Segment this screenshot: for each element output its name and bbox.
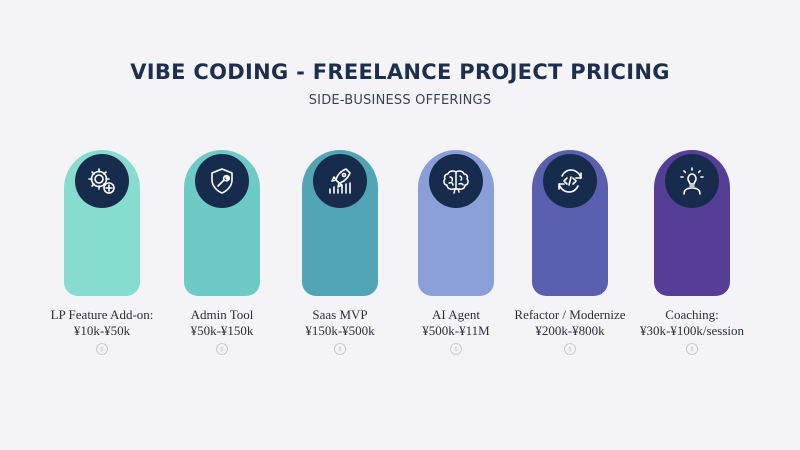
brain-icon [429,154,483,208]
gear-plus-icon [75,154,129,208]
coin-icon: $ [564,343,576,355]
offering-price: ¥50k-¥150k [190,323,254,338]
offering-label: Coaching: ¥30k-¥100k/session [617,307,767,339]
offering-label: Refactor / Modernize ¥200k-¥800k [495,307,645,339]
offering-name: AI Agent [431,307,481,322]
offering-price: ¥30k-¥100k/session [640,323,744,338]
offering-label: LP Feature Add-on: ¥10k-¥50k [27,307,177,339]
coin-icon: $ [96,343,108,355]
offering-price: ¥500k-¥11M [422,323,490,338]
offering-name: Admin Tool [190,307,254,322]
coin-icon: $ [686,343,698,355]
offering-card-lp-feature: LP Feature Add-on: ¥10k-¥50k $ [0,150,800,360]
shield-wrench-icon [195,154,249,208]
offering-card-refactor: Refactor / Modernize ¥200k-¥800k $ [0,150,800,360]
offering-name: Saas MVP [312,307,368,322]
offering-name: LP Feature Add-on: [50,307,154,322]
offering-card-coaching: Coaching: ¥30k-¥100k/session $ [0,150,800,360]
offering-name: Coaching: [665,307,719,322]
offering-price: ¥10k-¥50k [73,323,131,338]
offering-label: Admin Tool ¥50k-¥150k [147,307,297,339]
code-refresh-icon [543,154,597,208]
offering-label: Saas MVP ¥150k-¥500k [265,307,415,339]
offering-card-saas-mvp: Saas MVP ¥150k-¥500k $ [0,150,800,360]
coin-icon: $ [334,343,346,355]
lightbulb-person-icon [665,154,719,208]
page-title: VIBE CODING - FREELANCE PROJECT PRICING [130,60,670,84]
offering-card-admin-tool: Admin Tool ¥50k-¥150k $ [0,150,800,360]
rocket-chart-icon [313,154,367,208]
offering-name: Refactor / Modernize [514,307,626,322]
offering-price: ¥150k-¥500k [305,323,375,338]
offering-label: AI Agent ¥500k-¥11M [381,307,531,339]
coin-icon: $ [216,343,228,355]
coin-icon: $ [450,343,462,355]
offering-card-ai-agent: AI Agent ¥500k-¥11M $ [0,150,800,360]
offering-price: ¥200k-¥800k [535,323,605,338]
page-subtitle: SIDE-BUSINESS OFFERINGS [308,93,492,108]
